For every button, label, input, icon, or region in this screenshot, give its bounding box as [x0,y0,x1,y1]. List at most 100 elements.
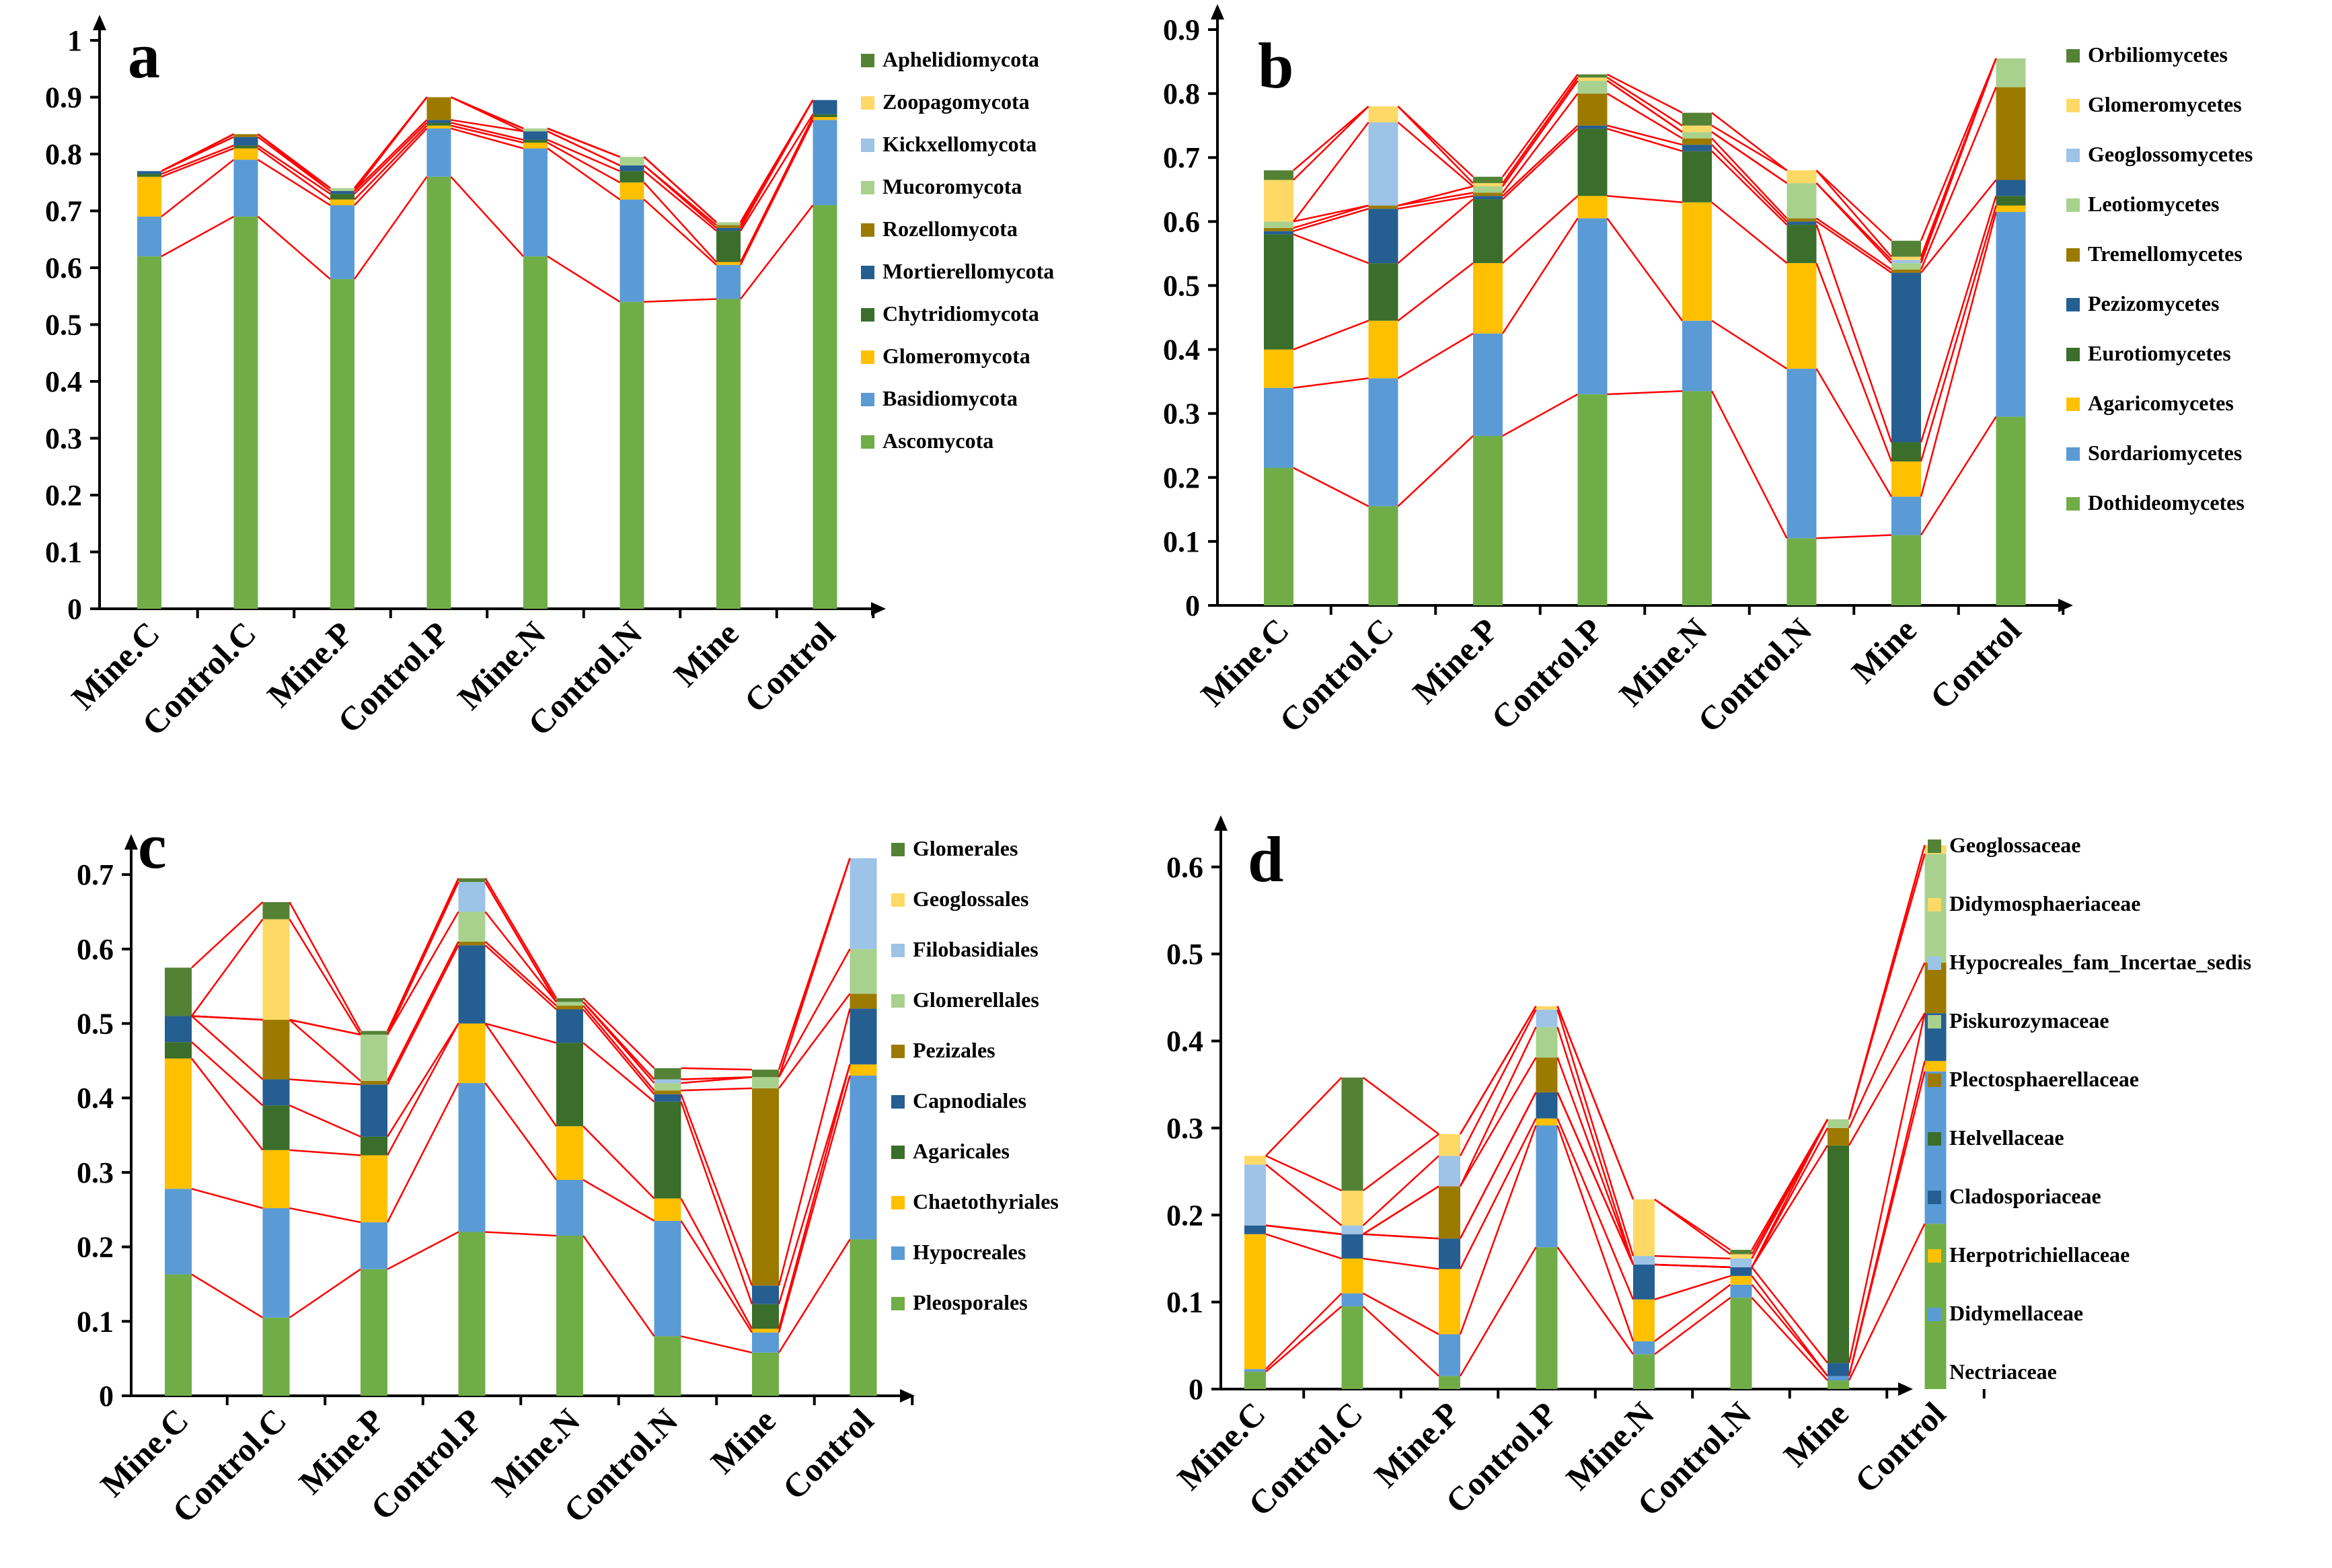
bar-segment-plectosphaerellaceae [1828,1127,1849,1146]
legend-label: Nectriaceae [1949,1359,2057,1384]
bar-segment-piskurozymaceae [1828,1119,1849,1128]
connector-line [386,911,459,1035]
x-axis-arrow [871,602,886,615]
connector-line [161,133,235,172]
legend-swatch [2066,49,2080,63]
bar-segment-leotiomycetes [1786,183,1817,219]
legend-swatch [1928,1191,1941,1204]
x-category-label: Mine.C [1193,611,1296,714]
connector-line [161,215,235,258]
connector-line [1459,1006,1537,1135]
connector-line [451,127,524,149]
connector-line [1502,128,1579,200]
connector-line [257,133,331,189]
bar-segment-orbiliomycetes [1264,170,1293,180]
connector-line [289,1268,361,1318]
legend-swatch [861,54,874,67]
bar-segment-glomeromycota [523,143,548,149]
bar-segment-hypocreales-fam-incertae-sedis [1730,1258,1752,1267]
connector-line [680,1220,753,1333]
connector-line [1459,1125,1537,1335]
connector-line [353,176,428,280]
bar-segment-mortierellomycota [813,100,837,114]
bar-segment-eurotiomycetes [1682,151,1712,202]
bar-segment-glomeromycota [619,182,644,200]
legend-label: Sordariomycetes [2088,441,2242,465]
bar-segment-orbiliomycetes [1473,176,1503,184]
connector-line [386,1022,459,1156]
bar-segment-dothideomycetes [1996,416,2026,605]
y-tick-label: 0.1 [45,536,82,569]
legend-label: Dothideomycetes [2088,490,2245,515]
connector-line [485,1231,557,1237]
legend-label: Hypocreales [913,1240,1026,1264]
connector-line [257,145,331,195]
panel-letter-b: b [1258,30,1293,102]
y-tick-label: 0.9 [1163,13,1200,46]
connector-line [1459,1092,1537,1239]
legend-label: Agaricales [913,1139,1010,1163]
y-tick-label: 0 [1189,1373,1203,1406]
legend-label: Filobasidiales [913,937,1039,961]
bar-segment-pezizomycetes [1682,145,1712,151]
bar-segment-pleosporales [752,1352,779,1396]
connector-line [1265,1077,1343,1157]
connector-line [1398,192,1474,207]
connector-line [1293,204,1369,223]
connector-line [1751,1119,1829,1250]
bar-segment-mucoromycota [716,222,741,225]
bar-segment-leotiomycetes [1264,221,1293,228]
connector-line [257,216,331,280]
y-tick-label: 0.5 [77,1008,114,1041]
bar-segment-dothideomycetes [1473,435,1503,605]
bar-segment-dothideomycetes [1264,468,1293,605]
bar-segment-tremellomycetes [1473,192,1503,196]
connector-line [1711,124,1788,172]
bar-segment-dothideomycetes [1682,391,1712,605]
bar-segment-cladosporiaceae [1536,1092,1558,1119]
connector-line [739,100,814,223]
bar-segment-hypocreales-fam-incertae-sedis [1439,1156,1460,1187]
legend-label: Rozellomycota [882,217,1018,241]
connector-line [680,1094,753,1286]
bar-segment-nectriaceae [1341,1306,1363,1389]
connector-line [191,1015,264,1080]
connector-line [191,1057,264,1151]
connector-line [289,1018,361,1036]
legend-label: Cladosporiaceae [1949,1184,2101,1208]
connector-line [1607,124,1683,146]
legend-swatch [861,96,874,110]
connector-line [484,944,557,1010]
bar-segment-chytridiomycota [426,122,451,126]
connector-line [386,1022,459,1137]
connector-line [289,1019,361,1082]
bar-segment-pezizales [556,1005,583,1010]
bar-segment-mucoromycota [330,188,354,191]
bar-segment-agaricomycetes [1891,461,1921,497]
bar-segment-herpotrichiellaceae [1341,1258,1363,1294]
connector-line [1920,58,1997,241]
bar-segment-leotiomycetes [1996,58,2026,87]
connector-line [1556,1057,1634,1265]
y-tick-label: 0.2 [1166,1199,1203,1232]
connector-line [1293,208,1369,232]
legend-swatch [1928,1366,1941,1380]
bar-segment-glomeromycetes [1786,170,1817,184]
connector-line [191,1273,264,1318]
bar-segment-hypocreales [850,1076,877,1240]
bar-segment-sordariomycetes [1786,369,1817,539]
bar-segment-chytridiomycota [233,145,258,149]
bar-segment-mortierellomycota [619,165,644,172]
legend-swatch [2066,398,2080,411]
connector-line [289,901,362,1032]
bar-segment-glomeromycetes [1368,106,1398,122]
connector-line [1363,1257,1439,1270]
bar-segment-herpotrichiellaceae [1924,1061,1947,1072]
bar-segment-glomerales [361,1031,387,1035]
connector-line [485,1022,557,1044]
connector-line [582,1008,655,1095]
y-tick-label: 0.5 [1166,938,1203,971]
legend-swatch [2066,447,2080,461]
legend-swatch [1928,957,1941,970]
